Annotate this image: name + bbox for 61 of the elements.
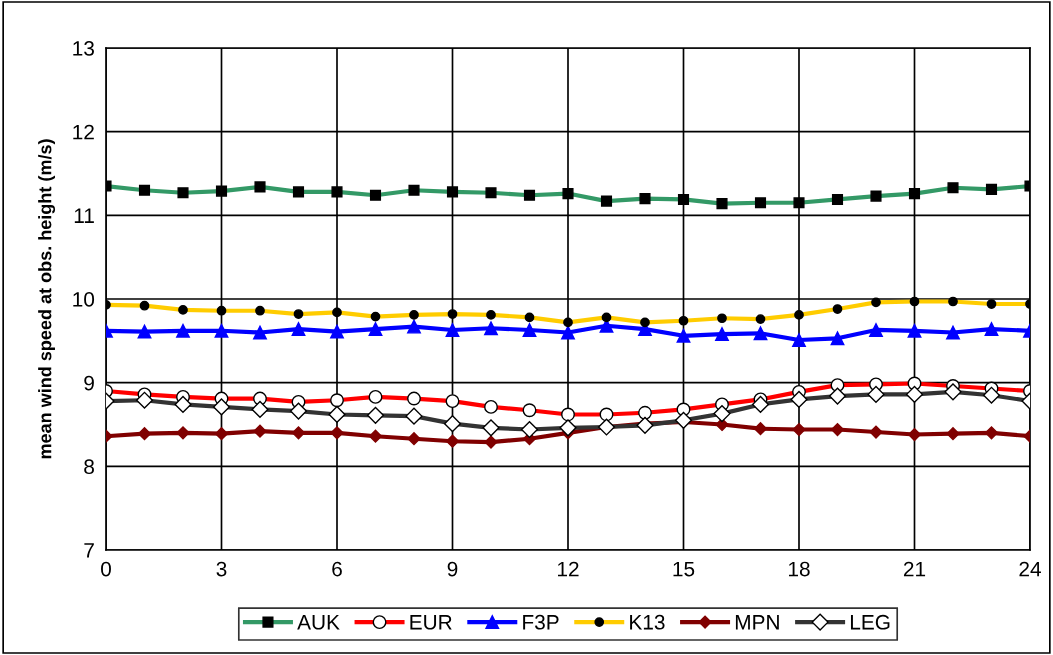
x-tick-label: 6 <box>332 561 342 577</box>
point <box>946 427 960 441</box>
point <box>407 432 421 446</box>
y-tick-label: 12 <box>73 124 94 140</box>
point <box>176 323 190 338</box>
legend-label: F3P <box>523 614 559 630</box>
x-tick-label: 18 <box>789 561 810 577</box>
x-tick-label: 12 <box>558 561 579 577</box>
point <box>137 427 152 441</box>
x-tick-label: 0 <box>101 561 111 577</box>
point <box>253 325 267 340</box>
legend-label: K13 <box>630 614 665 630</box>
point <box>214 323 229 338</box>
point <box>253 424 267 438</box>
point <box>176 426 190 440</box>
point <box>484 321 498 336</box>
point <box>715 327 729 342</box>
point <box>753 422 768 436</box>
legend-label: LEG <box>850 614 890 630</box>
y-tick-label: 9 <box>84 375 94 391</box>
x-tick-label: 3 <box>216 561 227 577</box>
point <box>792 333 806 347</box>
point <box>445 323 460 337</box>
point <box>907 323 922 338</box>
x-tick-label: 21 <box>903 561 926 577</box>
point <box>792 422 806 437</box>
point <box>137 324 152 339</box>
point <box>291 322 306 337</box>
point <box>368 429 383 443</box>
point <box>214 427 229 441</box>
point <box>522 323 537 337</box>
point <box>830 422 845 437</box>
y-axis-title: mean wind speed at obs. height (m/s) <box>38 139 56 459</box>
point <box>330 426 344 440</box>
y-tick-label: 13 <box>73 41 94 56</box>
point <box>984 426 999 440</box>
x-tick-label: 24 <box>1019 561 1041 577</box>
point <box>291 426 306 440</box>
point <box>407 319 421 334</box>
point <box>368 322 383 337</box>
point <box>330 324 344 339</box>
point <box>445 434 460 448</box>
legend-label: EUR <box>410 615 452 630</box>
point <box>830 331 845 346</box>
y-tick-label: 11 <box>74 208 94 223</box>
point <box>676 328 691 343</box>
point <box>753 326 768 341</box>
point <box>984 322 999 337</box>
y-tick-label: 10 <box>73 292 95 307</box>
point <box>869 323 883 337</box>
legend-label: AUK <box>297 615 340 630</box>
x-tick-label: 9 <box>447 561 458 577</box>
point <box>907 427 922 442</box>
legend-label: MPN <box>735 615 779 630</box>
x-tick-label: 15 <box>673 561 695 577</box>
point <box>484 435 498 449</box>
y-tick-label: 7 <box>84 543 94 558</box>
y-tick-label: 8 <box>84 459 94 475</box>
point <box>561 325 575 340</box>
point <box>946 325 960 340</box>
point <box>869 425 883 439</box>
